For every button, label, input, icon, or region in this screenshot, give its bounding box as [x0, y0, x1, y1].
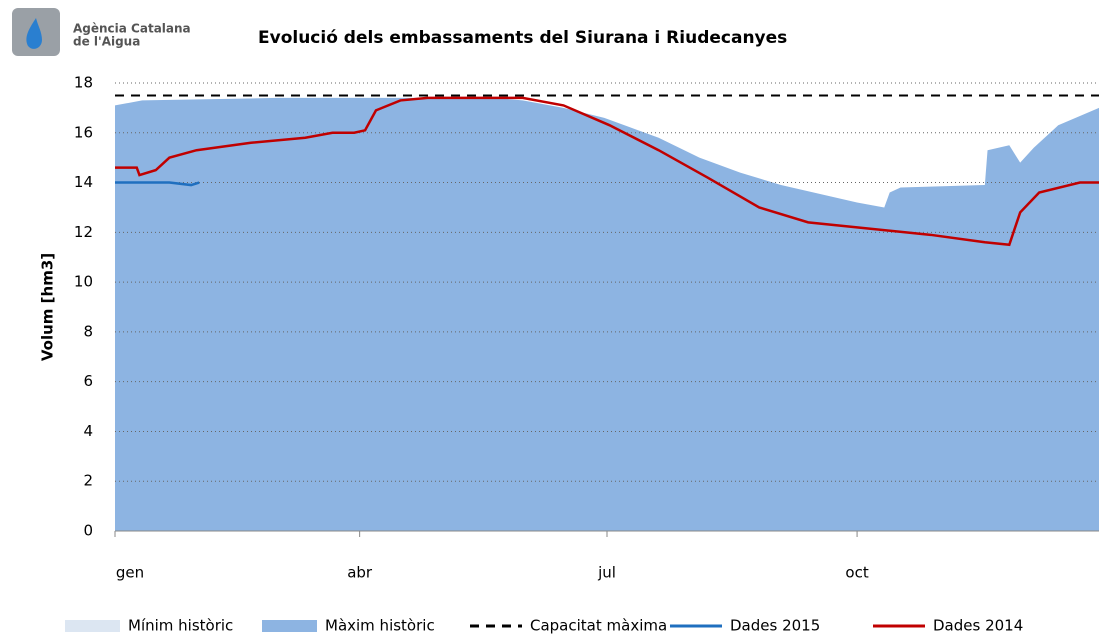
y-tick-label: 2 — [83, 472, 93, 490]
y-tick-label: 12 — [74, 223, 93, 241]
legend-label: Dades 2015 — [730, 617, 820, 635]
line — [115, 181, 200, 187]
legend-label: Màxim històric — [325, 617, 435, 635]
area — [115, 97, 1099, 531]
y-axis-label: Volum [hm3] — [39, 253, 57, 361]
y-tick-label: 8 — [83, 322, 93, 340]
logo-drop — [26, 18, 42, 49]
y-tick-label: 18 — [74, 74, 93, 92]
y-tick-label: 4 — [83, 422, 93, 440]
legend-swatch — [65, 620, 120, 632]
chart-title: Evolució dels embassaments del Siurana i… — [258, 28, 787, 48]
logo-text: Agència Catalana — [73, 22, 191, 36]
y-tick-label: 0 — [83, 522, 93, 540]
y-tick-label: 6 — [83, 372, 93, 390]
x-tick-label: jul — [597, 564, 616, 582]
legend-label: Mínim històric — [128, 617, 233, 635]
legend-label: Capacitat màxima — [530, 617, 667, 635]
y-tick-label: 16 — [74, 123, 93, 141]
legend-swatch — [262, 620, 317, 632]
y-tick-label: 14 — [74, 173, 93, 191]
x-tick-label: abr — [347, 564, 373, 582]
logo: Agència Catalana de l'Aigua — [12, 8, 191, 56]
x-tick-label: gen — [116, 564, 144, 582]
x-tick-label: oct — [845, 564, 868, 582]
line — [115, 96, 1099, 247]
legend-label: Dades 2014 — [933, 617, 1023, 635]
logo-text: de l'Aigua — [73, 35, 140, 49]
y-tick-label: 10 — [74, 273, 93, 291]
